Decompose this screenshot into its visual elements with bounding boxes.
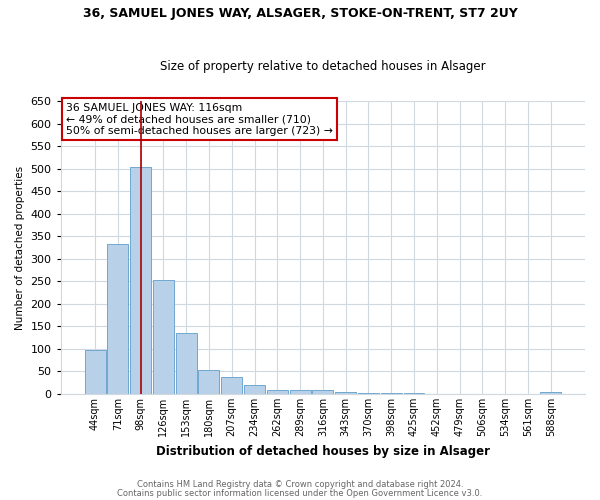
Bar xyxy=(153,280,174,394)
Title: Size of property relative to detached houses in Alsager: Size of property relative to detached ho… xyxy=(160,60,485,74)
Bar xyxy=(130,168,151,394)
Bar xyxy=(381,393,401,394)
Text: 36 SAMUEL JONES WAY: 116sqm
← 49% of detached houses are smaller (710)
50% of se: 36 SAMUEL JONES WAY: 116sqm ← 49% of det… xyxy=(66,102,333,136)
Bar xyxy=(540,392,561,394)
Bar xyxy=(176,333,197,394)
Bar xyxy=(290,390,311,394)
Bar xyxy=(107,244,128,394)
Bar xyxy=(404,393,424,394)
Bar xyxy=(199,370,220,394)
Text: 36, SAMUEL JONES WAY, ALSAGER, STOKE-ON-TRENT, ST7 2UY: 36, SAMUEL JONES WAY, ALSAGER, STOKE-ON-… xyxy=(83,8,517,20)
Bar xyxy=(85,350,106,394)
Bar xyxy=(267,390,288,394)
Bar xyxy=(335,392,356,394)
Bar xyxy=(313,390,334,394)
Text: Contains public sector information licensed under the Open Government Licence v3: Contains public sector information licen… xyxy=(118,489,482,498)
Bar xyxy=(244,384,265,394)
Bar xyxy=(358,392,379,394)
Text: Contains HM Land Registry data © Crown copyright and database right 2024.: Contains HM Land Registry data © Crown c… xyxy=(137,480,463,489)
Y-axis label: Number of detached properties: Number of detached properties xyxy=(15,166,25,330)
X-axis label: Distribution of detached houses by size in Alsager: Distribution of detached houses by size … xyxy=(156,444,490,458)
Bar xyxy=(221,378,242,394)
